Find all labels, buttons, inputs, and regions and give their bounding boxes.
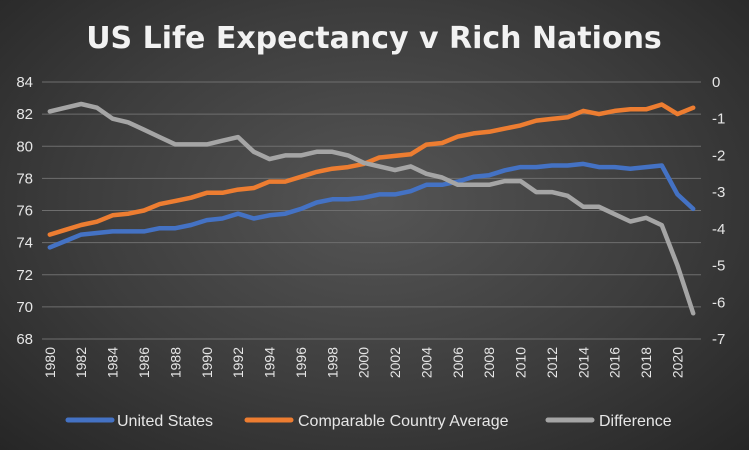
x-tick-label: 2002 [387,347,403,378]
x-tick-label: 1982 [73,347,89,378]
legend-label: Difference [599,413,672,430]
x-tick-label: 1992 [230,347,246,378]
series-line-difference [47,101,696,316]
x-tick-label: 1996 [293,347,309,378]
legend-label: United States [117,413,213,430]
legend-label: Comparable Country Average [298,413,509,430]
y-right-tick-label: -3 [712,184,725,201]
x-tick-label: 2004 [418,347,434,378]
y-left-tick-label: 74 [16,235,33,252]
y-left-tick-label: 84 [16,74,33,91]
x-tick-label: 1984 [105,347,121,378]
left-y-axis: 68 70 72 74 76 78 80 82 84 [16,74,33,348]
y-left-tick-label: 80 [16,138,33,155]
gridlines [42,81,701,340]
x-tick-label: 2018 [638,347,654,378]
y-right-tick-label: -7 [712,331,725,348]
legend: United States Comparable Country Average D… [65,413,672,430]
x-tick-label: 2000 [356,347,372,378]
y-left-tick-label: 72 [16,267,33,284]
y-left-tick-label: 68 [16,331,33,348]
x-tick-label: 1990 [199,347,215,378]
y-right-tick-label: -4 [712,221,725,238]
right-y-axis: -7 -6 -5 -4 -3 -2 -1 0 [712,74,725,348]
x-axis: 1980 1982 1984 1986 1988 1990 1992 1994 1996 1998… [42,347,686,378]
y-right-tick-label: -5 [712,258,725,275]
x-tick-label: 1980 [42,347,58,378]
x-tick-label: 2012 [544,347,560,378]
y-left-tick-label: 78 [16,170,33,187]
x-tick-label: 2010 [513,347,529,378]
x-tick-label: 2020 [669,347,685,378]
x-tick-label: 1998 [324,347,340,378]
y-left-tick-label: 76 [16,203,33,220]
x-tick-label: 1994 [262,347,278,378]
x-tick-label: 2008 [481,347,497,378]
series-line-united-states [47,161,696,250]
y-left-tick-label: 82 [16,106,33,123]
y-left-tick-label: 70 [16,299,33,316]
x-tick-label: 1986 [136,347,152,378]
y-right-tick-label: -2 [712,147,725,164]
y-right-tick-label: -1 [712,111,725,128]
series-lines [47,101,696,316]
y-right-tick-label: 0 [712,74,720,91]
x-tick-label: 1988 [167,347,183,378]
x-tick-label: 2006 [450,347,466,378]
x-tick-label: 2014 [575,347,591,378]
x-tick-label: 2016 [607,347,623,378]
chart-title: US Life Expectancy v Rich Nations [86,21,662,56]
series-line-comparable-country-average [47,102,696,237]
y-right-tick-label: -6 [712,294,725,311]
